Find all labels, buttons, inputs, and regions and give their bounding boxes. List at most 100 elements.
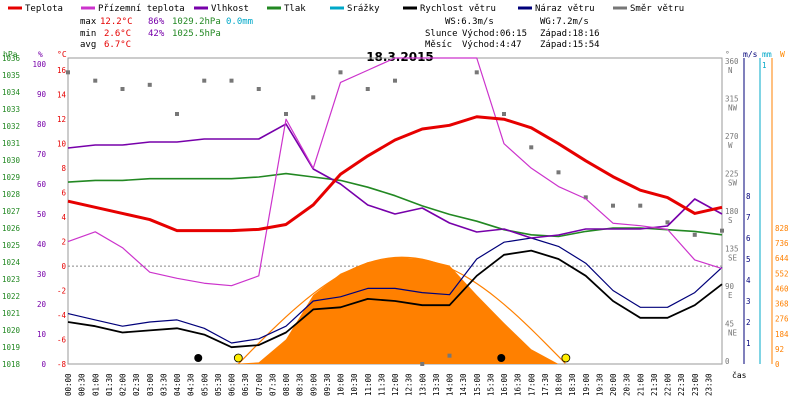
time-tick-label: 06:30: [241, 373, 250, 396]
stats-max-label: max: [80, 17, 97, 27]
unit-celsius: °C: [57, 50, 67, 59]
time-tick-label: 19:00: [582, 373, 591, 396]
temperature-tick-label: -4: [57, 311, 67, 320]
solar-tick-label: 828: [775, 224, 789, 233]
series-smer-vetru-point: [474, 70, 479, 75]
direction-tick-label: 360: [725, 57, 739, 66]
solar-tick-label: 460: [775, 284, 789, 293]
pressure-tick-label: 1033: [2, 105, 20, 114]
series-smer-vetru-point: [120, 87, 125, 91]
solar-tick-label: 368: [775, 300, 789, 309]
stats-min-humidity: 42%: [148, 29, 165, 39]
time-tick-label: 10:30: [350, 373, 359, 396]
direction-name-label: N: [728, 66, 733, 75]
unit-percent: %: [38, 50, 43, 59]
time-tick-label: 17:30: [541, 373, 550, 396]
sunrise: Východ:06:15: [462, 29, 527, 39]
series-smer-vetru-point: [365, 87, 370, 91]
series-smer-vetru-point: [202, 78, 207, 83]
pressure-tick-label: 1022: [2, 292, 20, 301]
pressure-tick-label: 1018: [2, 360, 21, 369]
series-naraz-vetru: [67, 237, 723, 344]
legend-label-rychlost-vetru: Rychlost větru: [420, 4, 496, 14]
time-tick-label: 15:30: [486, 373, 495, 396]
humidity-tick-label: 0: [41, 360, 46, 369]
series-smer-vetru-point: [93, 78, 98, 83]
pressure-tick-label: 1021: [2, 309, 20, 318]
series-smer-vetru-point: [393, 78, 397, 83]
direction-tick-label: 135: [725, 245, 739, 254]
time-tick-label: 11:30: [377, 373, 386, 396]
series-smer-vetru-point: [284, 112, 288, 116]
unit-degree: °: [725, 50, 730, 59]
legend-label-tlak: Tlak: [284, 4, 306, 14]
time-tick-label: 07:30: [268, 373, 277, 396]
unit-ms: m/s: [743, 50, 758, 59]
time-tick-label: 09:00: [309, 373, 318, 396]
time-tick-label: 02:30: [132, 373, 141, 396]
legend-label-naraz-vetru: Náraz větru: [535, 4, 595, 14]
humidity-tick-label: 80: [37, 120, 47, 129]
plot-area: [66, 57, 724, 366]
time-tick-label: 14:30: [459, 373, 468, 396]
time-tick-label: 04:30: [187, 373, 196, 396]
time-tick-label: 01:30: [105, 373, 114, 396]
sun-label: Slunce: [425, 29, 458, 39]
direction-name-label: S: [728, 216, 733, 225]
time-tick-label: 21:30: [650, 373, 659, 396]
pressure-tick-label: 1027: [2, 207, 20, 216]
unit-hpa: hPa: [3, 50, 18, 59]
wind-tick-label: 3: [746, 297, 751, 306]
direction-tick-label: 180: [725, 207, 739, 216]
temperature-tick-label: 8: [61, 164, 66, 173]
series-smer-vetru-point: [502, 112, 506, 116]
moonrise: Východ:4:47: [462, 40, 522, 50]
pressure-tick-label: 1035: [2, 71, 20, 80]
time-tick-label: 10:00: [337, 373, 346, 396]
sunrise-marker: [233, 353, 243, 363]
time-tick-label: 23:00: [691, 373, 700, 396]
time-tick-label: 23:30: [704, 373, 713, 396]
stats-min-pressure: 1025.5hPa: [172, 29, 221, 39]
wind-tick-label: 2: [746, 318, 751, 327]
series-teplota: [67, 115, 723, 233]
temperature-tick-label: -8: [57, 360, 67, 369]
time-tick-label: 06:00: [228, 373, 237, 396]
temperature-tick-label: 12: [57, 115, 66, 124]
humidity-tick-label: 90: [37, 90, 47, 99]
solar-tick-label: 276: [775, 315, 789, 324]
direction-tick-label: 225: [725, 170, 739, 179]
moonrise-marker: [194, 354, 203, 362]
sunset: Západ:18:16: [540, 29, 600, 39]
series-smer-vetru-point: [692, 232, 697, 237]
pressure-tick-label: 1036: [2, 54, 21, 63]
series-smer-vetru-point: [66, 70, 70, 75]
series-slunce: [68, 257, 722, 364]
time-tick-label: 16:30: [514, 373, 523, 396]
time-tick-label: 05:30: [214, 373, 223, 396]
time-tick-label: 11:00: [364, 373, 373, 396]
time-tick-label: 17:00: [527, 373, 536, 396]
time-tick-label: 09:30: [323, 373, 332, 396]
chart-title: 18.3.2015: [366, 50, 434, 64]
wind-tick-label: 7: [746, 213, 751, 222]
time-tick-label: 21:00: [636, 373, 645, 396]
wind-tick-label: 6: [746, 234, 751, 243]
stats-max-pressure: 1029.2hPa: [172, 17, 221, 27]
temperature-tick-label: 4: [61, 213, 66, 222]
series-smer-vetru-point: [256, 87, 261, 91]
series-smer-vetru-point: [638, 203, 643, 208]
legend-label-srazky: Srážky: [347, 4, 380, 14]
direction-tick-label: 45: [725, 320, 734, 329]
series-smer-vetru-point: [229, 78, 234, 83]
direction-tick-label: 315: [725, 95, 739, 104]
solar-tick-label: 552: [775, 269, 789, 278]
time-tick-label: 19:30: [595, 373, 604, 396]
sunset-marker: [561, 353, 571, 363]
time-tick-label: 22:00: [664, 373, 673, 396]
pressure-tick-label: 1025: [2, 241, 20, 250]
wind-tick-label: 4: [746, 276, 751, 285]
wind-tick-label: 1: [746, 339, 751, 348]
solar-tick-label: 736: [775, 239, 789, 248]
legend-label-teplota: Teplota: [25, 4, 63, 14]
